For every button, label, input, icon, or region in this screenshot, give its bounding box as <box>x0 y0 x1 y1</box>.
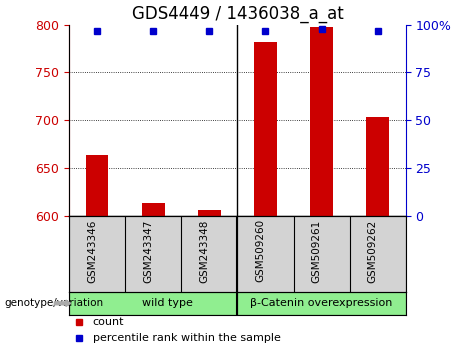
Bar <box>237 292 406 315</box>
Bar <box>69 292 237 315</box>
Text: GSM243347: GSM243347 <box>143 219 153 283</box>
Text: GSM509261: GSM509261 <box>312 219 322 282</box>
Bar <box>86 155 108 216</box>
Bar <box>198 210 220 216</box>
Text: GSM243346: GSM243346 <box>87 219 97 283</box>
Text: percentile rank within the sample: percentile rank within the sample <box>93 333 281 343</box>
Bar <box>366 117 389 216</box>
Bar <box>142 203 165 216</box>
Text: GSM243348: GSM243348 <box>199 219 209 283</box>
Text: GSM509260: GSM509260 <box>255 219 266 282</box>
Text: wild type: wild type <box>142 298 193 308</box>
Title: GDS4449 / 1436038_a_at: GDS4449 / 1436038_a_at <box>131 6 343 23</box>
Text: GSM509262: GSM509262 <box>367 219 378 282</box>
Bar <box>254 42 277 216</box>
Text: β-Catenin overexpression: β-Catenin overexpression <box>250 298 393 308</box>
Text: count: count <box>93 317 124 327</box>
Bar <box>310 27 333 216</box>
Text: genotype/variation: genotype/variation <box>5 298 104 308</box>
